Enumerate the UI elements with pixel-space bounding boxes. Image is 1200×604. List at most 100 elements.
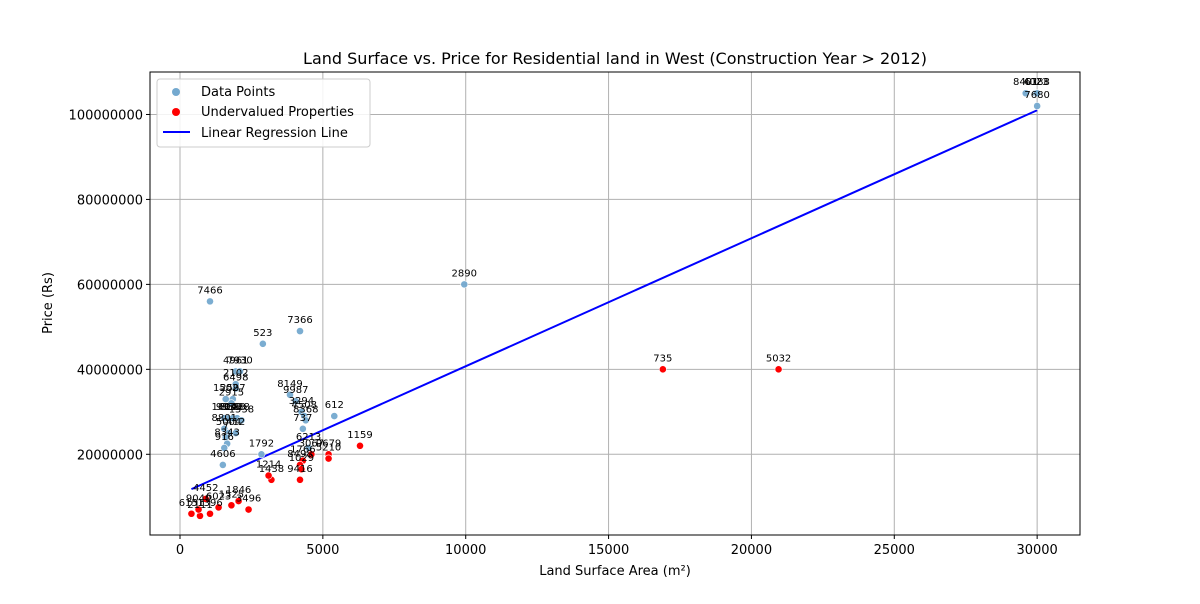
point-label: 9679 <box>316 438 341 449</box>
point-label: 9939 <box>216 402 241 413</box>
chart-title: Land Surface vs. Price for Residential l… <box>303 49 927 68</box>
point-label: 6188 <box>1024 77 1049 88</box>
point-label: 7 <box>223 421 229 432</box>
undervalued-point <box>297 465 306 474</box>
undervalued-point <box>324 454 333 463</box>
data-point <box>1033 89 1042 98</box>
data-point <box>291 397 300 406</box>
point-label: 7680 <box>1024 90 1049 101</box>
point-label: 8688 <box>220 402 245 413</box>
point-label: 1538 <box>229 404 254 415</box>
point-label: 8368 <box>293 404 318 415</box>
y-tick-label: 40000000 <box>77 363 143 378</box>
data-point <box>258 339 267 348</box>
point-label: 1766 <box>290 445 315 456</box>
point-label: 2597 <box>220 383 245 394</box>
legend-box <box>156 78 371 148</box>
plot-frame <box>149 71 1081 536</box>
data-point <box>236 367 244 376</box>
data-point <box>296 327 304 336</box>
point-label: 1502 <box>213 383 238 394</box>
undervalued-point <box>234 497 243 505</box>
point-label: 3496 <box>236 494 261 505</box>
point-label: 5210 <box>316 443 341 454</box>
regression-line <box>191 109 1038 491</box>
point-label: 6213 <box>296 432 321 443</box>
point-label: 9987 <box>283 385 308 396</box>
point-label: 612 <box>325 400 344 411</box>
undervalued-point <box>244 505 253 514</box>
point-label: 4508 <box>292 400 317 411</box>
y-tick-label: 20000000 <box>77 448 143 463</box>
undervalued-point <box>194 505 203 514</box>
point-label: 5004 <box>216 417 241 428</box>
data-point <box>301 416 310 425</box>
point-label: 1396 <box>197 498 222 509</box>
undervalued-point <box>214 503 223 512</box>
point-label: 9040 <box>186 494 211 505</box>
point-label: 6498 <box>223 372 248 383</box>
x-tick-label: 25000 <box>874 543 915 558</box>
undervalued-point <box>658 365 667 374</box>
point-label: 8498 <box>287 449 312 460</box>
data-point <box>1033 102 1042 110</box>
data-point <box>286 390 294 399</box>
point-label: 7930 <box>227 355 252 366</box>
undervalued-point <box>196 511 204 520</box>
point-label: 4452 <box>193 483 218 494</box>
y-tick-label: 100000000 <box>69 108 143 123</box>
point-label: 2102 <box>223 368 248 379</box>
data-point <box>1021 89 1030 98</box>
data-point <box>298 424 307 433</box>
point-label: 8149 <box>277 379 302 390</box>
point-label: 1525 <box>219 489 244 500</box>
point-label: 6023 <box>206 491 231 502</box>
data-point <box>460 280 469 289</box>
point-label: 8801 <box>212 413 237 424</box>
point-label: 412 <box>226 417 245 428</box>
point-label: 6151 <box>179 498 204 509</box>
data-point <box>304 444 313 452</box>
y-tick-label: 80000000 <box>77 193 143 208</box>
data-point <box>218 461 227 469</box>
undervalued-point <box>201 494 210 503</box>
point-label: 735 <box>653 353 672 364</box>
data-point <box>227 399 236 408</box>
x-tick-label: 30000 <box>1016 543 1057 558</box>
undervalued-point <box>187 509 196 518</box>
point-label: 1604 <box>212 402 237 413</box>
x-tick-label: 0 <box>176 543 184 558</box>
undervalued-point <box>774 365 783 374</box>
point-label: 4606 <box>210 449 235 460</box>
data-point <box>237 416 246 425</box>
point-label: 8401 <box>1013 77 1038 88</box>
points-layer <box>187 89 1042 520</box>
regression-layer <box>191 109 1038 491</box>
undervalued-point <box>296 475 304 484</box>
undervalued-point <box>227 501 236 510</box>
point-label: 1438 <box>259 464 284 475</box>
point-label: 1792 <box>249 438 274 449</box>
point-label: 523 <box>253 328 272 339</box>
point-label: 2111 <box>187 500 212 511</box>
x-tick-label: 20000 <box>731 543 772 558</box>
legend-marker-data-points <box>172 88 180 96</box>
undervalued-point <box>356 441 364 450</box>
point-label: 1214 <box>256 460 281 471</box>
x-tick-label: 5000 <box>306 543 339 558</box>
point-label: 7466 <box>197 285 222 296</box>
x-axis-label: Land Surface Area (m²) <box>539 564 691 579</box>
data-point <box>330 412 339 420</box>
point-label: 1159 <box>347 430 372 441</box>
point-label: 737 <box>293 413 312 424</box>
point-label: 2890 <box>452 268 477 279</box>
legend: Data Points Undervalued Properties Linea… <box>156 78 371 148</box>
point-label: 3294 <box>289 396 314 407</box>
point-label: 7366 <box>287 315 312 326</box>
point-label: 1846 <box>226 485 251 496</box>
point-label: 4023 <box>1023 77 1048 88</box>
axis-ticks: 0 5000 10000 15000 20000 25000 30000 20000000 40… <box>69 108 1058 558</box>
